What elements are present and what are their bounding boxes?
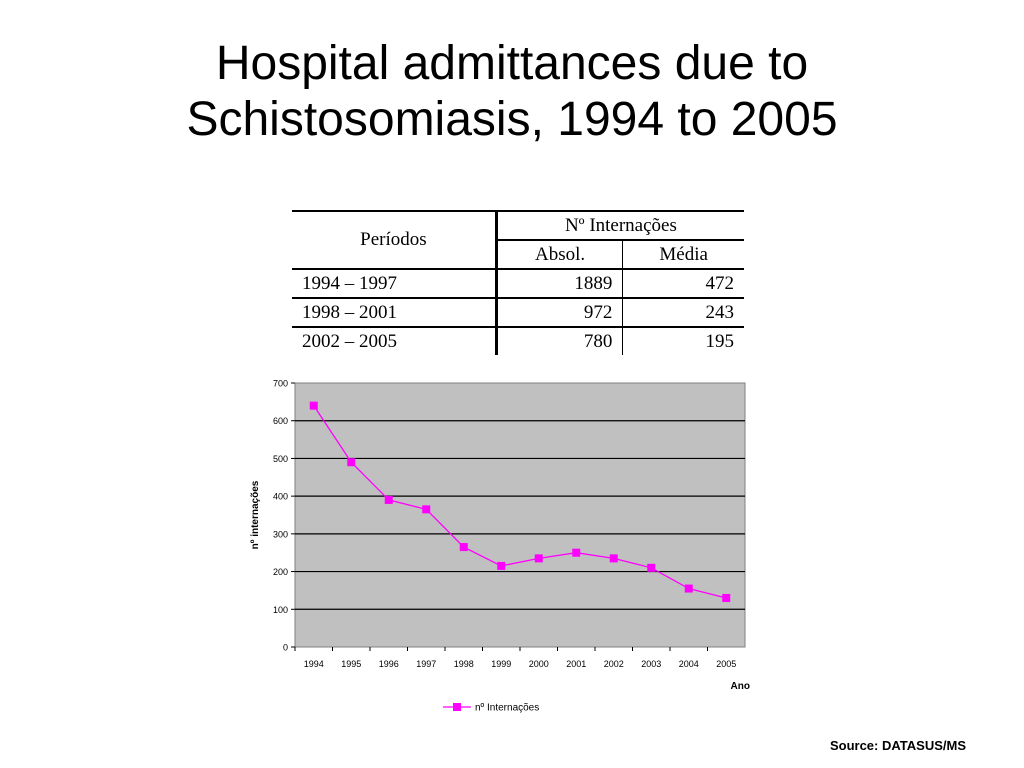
table-row: 1998 – 2001 972 243	[292, 298, 744, 328]
y-tick-label: 700	[273, 379, 288, 389]
legend-marker-swatch	[453, 703, 461, 711]
x-tick-label: 1996	[379, 659, 399, 669]
y-axis-label: nº internações	[250, 480, 261, 549]
cell-absol: 1889	[494, 269, 623, 299]
title-line-2: Schistosomiasis, 1994 to 2005	[186, 93, 838, 146]
plot-area	[294, 382, 746, 648]
y-tick-label: 600	[273, 416, 288, 426]
cell-absol: 972	[494, 298, 623, 328]
legend-label: nº Internações	[475, 703, 539, 714]
y-tick-label: 300	[273, 529, 288, 539]
data-point	[722, 593, 731, 602]
cell-media: 195	[622, 327, 744, 355]
data-point	[422, 505, 431, 514]
source-note: Source: DATASUS/MS	[829, 738, 966, 753]
cell-periodo: 2002 – 2005	[302, 330, 397, 352]
y-tick-label: 0	[283, 643, 288, 653]
data-point	[459, 543, 468, 552]
admissions-table: Períodos Nº Internações Absol. Média 199…	[292, 210, 744, 355]
y-tick-label: 200	[273, 567, 288, 577]
line-chart: 0 100 200 300 400 500 600 700 1994 1995 1996 1997 1…	[250, 379, 750, 714]
table-row: 2002 – 2005 780 195	[292, 327, 744, 355]
y-tick-label: 500	[273, 454, 288, 464]
x-tick-label: 2004	[679, 659, 699, 669]
x-tick-label: 1997	[416, 659, 436, 669]
data-point	[497, 561, 506, 570]
series-line	[313, 405, 727, 599]
cell-periodo: 1998 – 2001	[292, 298, 497, 328]
legend: nº Internações	[443, 703, 539, 714]
data-point	[572, 548, 581, 557]
slide-title: Hospital admittances due to Schistosomia…	[0, 36, 1024, 148]
title-line-1: Hospital admittances due to	[215, 37, 809, 90]
x-tick-label: 1999	[491, 659, 511, 669]
data-point	[347, 458, 356, 467]
data-point	[534, 554, 543, 563]
data-point	[609, 554, 618, 563]
x-tick-label: 2001	[566, 659, 586, 669]
y-tick-label: 100	[273, 605, 288, 615]
data-point	[647, 563, 656, 572]
cell-periodo: 1994 – 1997	[292, 269, 497, 299]
x-tick-label: 2005	[716, 659, 736, 669]
cell-absol: 780	[494, 327, 623, 355]
table-row: 1994 – 1997 1889 472	[292, 269, 744, 299]
x-tick-label: 2003	[641, 659, 661, 669]
data-point	[309, 401, 318, 410]
header-internacoes: Nº Internações	[494, 210, 744, 240]
x-tick-label: 2000	[529, 659, 549, 669]
data-point	[684, 584, 693, 593]
x-tick-label: 2002	[604, 659, 624, 669]
header-absol: Absol.	[494, 239, 623, 270]
x-tick-label: 1995	[341, 659, 361, 669]
x-tick-label: 1998	[454, 659, 474, 669]
x-axis-label: Ano	[731, 681, 750, 692]
header-periodos: Períodos	[292, 210, 497, 269]
cell-media: 472	[622, 269, 744, 299]
x-tick-label: 1994	[304, 659, 324, 669]
data-point	[384, 495, 393, 504]
cell-media: 243	[622, 298, 744, 328]
header-media: Média	[622, 239, 744, 270]
y-tick-label: 400	[273, 492, 288, 502]
